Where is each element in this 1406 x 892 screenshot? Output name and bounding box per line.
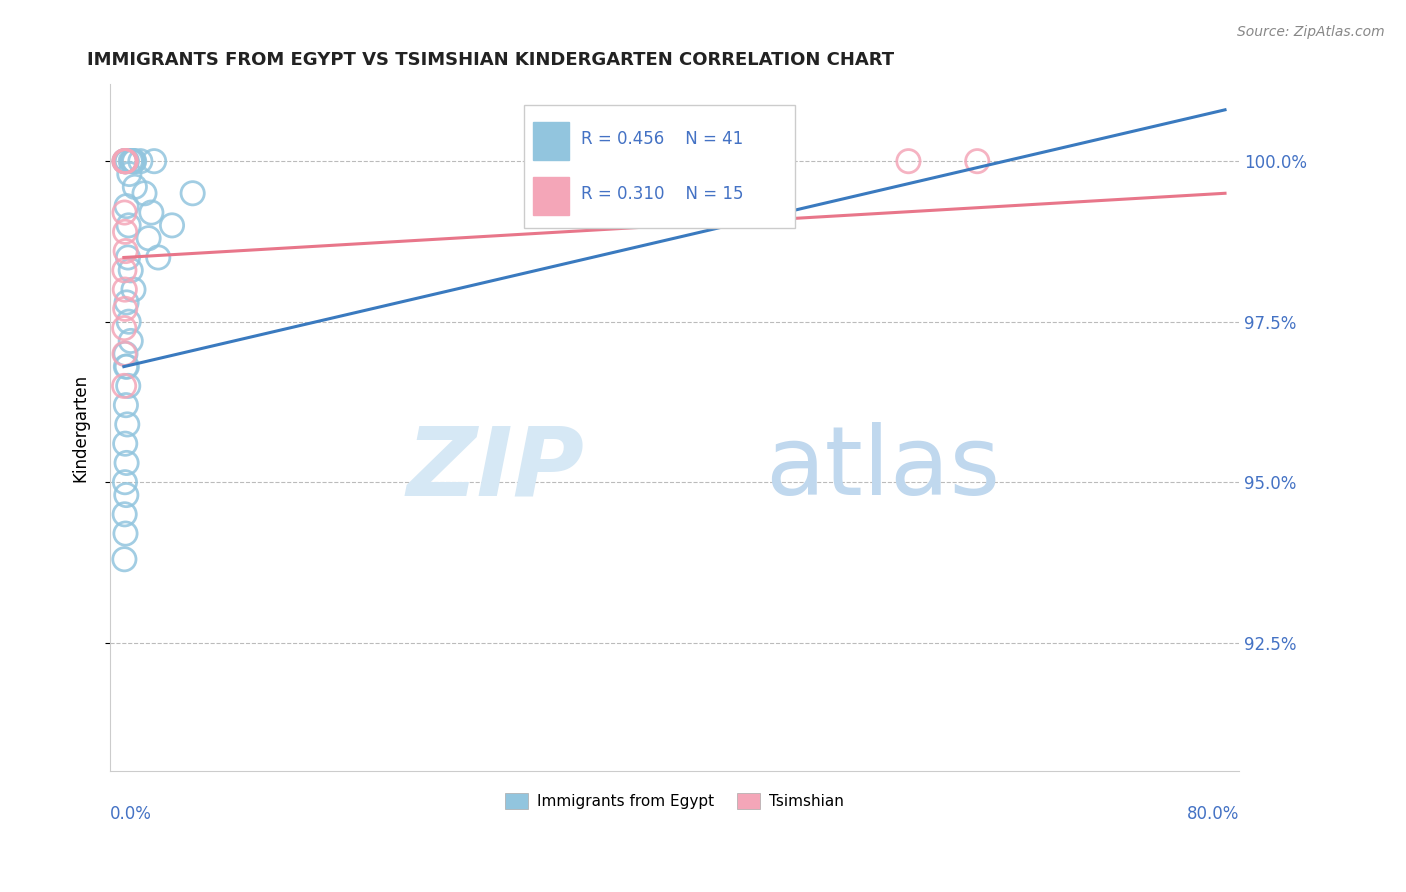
Point — [115, 154, 138, 169]
Point — [114, 508, 136, 522]
Point — [114, 347, 136, 361]
Point — [121, 154, 143, 169]
Point — [120, 154, 142, 169]
Point — [114, 205, 136, 219]
Text: ZIP: ZIP — [406, 422, 583, 516]
Point — [121, 154, 143, 169]
Point — [115, 359, 138, 374]
Point — [114, 154, 136, 169]
Point — [114, 475, 136, 490]
Point — [118, 315, 141, 329]
Point — [114, 283, 136, 297]
Point — [115, 154, 138, 169]
Point — [122, 154, 145, 169]
Point — [118, 219, 141, 233]
Point — [181, 186, 204, 201]
Text: 0.0%: 0.0% — [110, 805, 152, 823]
FancyBboxPatch shape — [533, 122, 569, 160]
Point — [122, 283, 145, 297]
Point — [114, 154, 136, 169]
Point — [148, 251, 170, 265]
Point — [115, 154, 138, 169]
Point — [112, 154, 135, 169]
Point — [138, 231, 160, 245]
Point — [966, 154, 988, 169]
Point — [112, 263, 135, 277]
Point — [115, 488, 138, 502]
Point — [112, 321, 135, 335]
Legend: Immigrants from Egypt, Tsimshian: Immigrants from Egypt, Tsimshian — [499, 787, 851, 815]
FancyBboxPatch shape — [524, 104, 796, 228]
Point — [120, 263, 142, 277]
Text: 80.0%: 80.0% — [1187, 805, 1239, 823]
Point — [112, 552, 135, 566]
Point — [143, 154, 166, 169]
Point — [124, 179, 146, 194]
Text: IMMIGRANTS FROM EGYPT VS TSIMSHIAN KINDERGARTEN CORRELATION CHART: IMMIGRANTS FROM EGYPT VS TSIMSHIAN KINDE… — [87, 51, 894, 69]
Point — [114, 154, 136, 169]
Point — [141, 205, 163, 219]
Point — [134, 186, 156, 201]
Point — [897, 154, 920, 169]
Point — [114, 244, 136, 258]
Text: R = 0.310    N = 15: R = 0.310 N = 15 — [581, 185, 744, 203]
Point — [114, 154, 136, 169]
Point — [129, 154, 152, 169]
Point — [117, 379, 139, 393]
Text: atlas: atlas — [765, 422, 1000, 516]
Point — [114, 301, 136, 316]
Point — [114, 154, 136, 169]
Point — [115, 398, 138, 412]
Y-axis label: Kindergarten: Kindergarten — [72, 374, 89, 482]
Point — [114, 225, 136, 239]
Point — [122, 154, 145, 169]
Point — [120, 334, 142, 348]
Point — [117, 251, 139, 265]
Point — [160, 219, 183, 233]
Point — [115, 456, 138, 470]
Point — [118, 167, 141, 181]
FancyBboxPatch shape — [533, 177, 569, 215]
Point — [115, 359, 138, 374]
Point — [114, 347, 136, 361]
Point — [114, 436, 136, 450]
Text: R = 0.456    N = 41: R = 0.456 N = 41 — [581, 130, 742, 148]
Point — [114, 526, 136, 541]
Point — [115, 199, 138, 213]
Point — [115, 295, 138, 310]
Point — [112, 379, 135, 393]
Point — [117, 417, 139, 432]
Text: Source: ZipAtlas.com: Source: ZipAtlas.com — [1237, 25, 1385, 39]
